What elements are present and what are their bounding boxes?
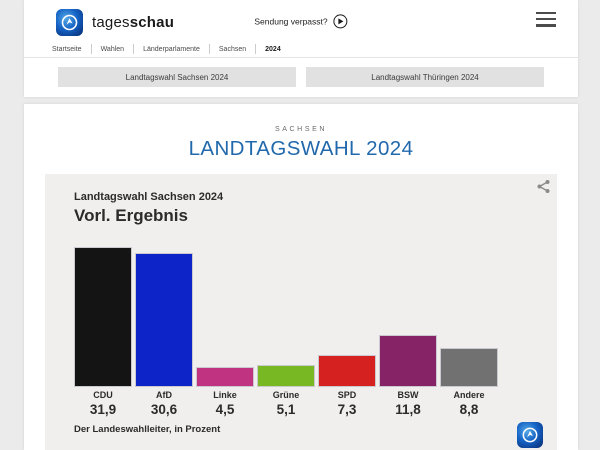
chart-source: Der Landeswahlleiter, in Prozent [74, 424, 221, 435]
brand-wordmark: tagesschau [92, 13, 175, 31]
breadcrumb-wahlen[interactable]: Wahlen [100, 45, 125, 53]
page-column: tagesschau Sendung verpasst? Startseite … [24, 0, 578, 450]
page-title: LANDTAGSWAHL 2024 [188, 137, 414, 160]
breadcrumb: Startseite Wahlen Länderparlamente Sachs… [24, 41, 578, 58]
bar-andere[interactable] [440, 348, 498, 387]
bar-column-spd: SPD 7,3 [318, 247, 376, 417]
election-tabs: Landtagswahl Sachsen 2024 Landtagswahl T… [24, 67, 578, 87]
tab-landtagswahl-sachsen[interactable]: Landtagswahl Sachsen 2024 [58, 67, 296, 87]
bar-value: 31,9 [89, 402, 117, 417]
bar-track [379, 247, 437, 387]
bar-value: 11,8 [395, 402, 421, 417]
missed-broadcast-label: Sendung verpasst? [254, 16, 328, 27]
bar-track [135, 247, 193, 387]
tagesschau-logo-icon [517, 422, 543, 448]
bar-label: Grüne [272, 390, 300, 400]
bar-value: 8,8 [459, 402, 479, 417]
bar-bsw[interactable] [379, 335, 437, 387]
bar-value: 30,6 [150, 402, 178, 417]
bar-grüne[interactable] [257, 364, 315, 387]
share-icon[interactable] [536, 179, 551, 194]
breadcrumb-sachsen[interactable]: Sachsen [218, 45, 247, 53]
breadcrumb-2024: 2024 [265, 45, 281, 53]
tab-landtagswahl-thueringen[interactable]: Landtagswahl Thüringen 2024 [306, 67, 544, 87]
bar-track [196, 247, 254, 387]
bar-track [440, 247, 498, 387]
bar-track [257, 247, 315, 387]
bar-column-linke: Linke 4,5 [196, 247, 254, 417]
play-icon [333, 14, 348, 29]
brand[interactable]: tagesschau [56, 8, 175, 36]
bar-afd[interactable] [135, 252, 193, 387]
bar-cdu[interactable] [74, 247, 132, 387]
bar-label: CDU [93, 390, 113, 400]
hamburger-menu-icon[interactable] [536, 12, 556, 31]
bar-label: Andere [453, 390, 485, 400]
breadcrumb-separator [208, 44, 210, 54]
bar-chart: CDU 31,9 AfD 30,6 Linke 4,5 Grüne 5,1 SPD 7,3 BSW 1… [74, 247, 498, 417]
bar-column-cdu: CDU 31,9 [74, 247, 132, 417]
breadcrumb-separator [90, 44, 92, 54]
tagesschau-logo-icon [56, 8, 83, 36]
breadcrumb-startseite[interactable]: Startseite [52, 45, 82, 53]
chart-subtitle: Vorl. Ergebnis [74, 206, 188, 225]
bar-value: 5,1 [276, 402, 296, 417]
region-kicker: SACHSEN [274, 126, 328, 133]
bar-track [74, 247, 132, 387]
bar-value: 4,5 [215, 402, 235, 417]
bar-track [318, 247, 376, 387]
results-chart-card: Landtagswahl Sachsen 2024 Vorl. Ergebnis… [45, 174, 557, 450]
bar-spd[interactable] [318, 355, 376, 387]
breadcrumb-separator [255, 44, 257, 54]
header: tagesschau Sendung verpasst? Startseite … [24, 0, 578, 97]
bar-value: 7,3 [337, 402, 357, 417]
bar-column-afd: AfD 30,6 [135, 247, 193, 417]
breadcrumb-separator [133, 44, 135, 54]
missed-broadcast-link[interactable]: Sendung verpasst? [254, 14, 348, 29]
main-content: SACHSEN LANDTAGSWAHL 2024 Landtagswahl S… [24, 104, 578, 450]
bar-label: SPD [337, 390, 357, 400]
bar-column-bsw: BSW 11,8 [379, 247, 437, 417]
bar-column-andere: Andere 8,8 [440, 247, 498, 417]
bar-linke[interactable] [196, 367, 254, 387]
bar-label: BSW [397, 390, 419, 400]
bar-column-grüne: Grüne 5,1 [257, 247, 315, 417]
header-top-row: tagesschau Sendung verpasst? [24, 0, 578, 40]
chart-title: Landtagswahl Sachsen 2024 [74, 191, 224, 203]
bar-label: AfD [156, 390, 172, 400]
breadcrumb-laenderparlamente[interactable]: Länderparlamente [143, 45, 200, 53]
bar-label: Linke [213, 390, 237, 400]
